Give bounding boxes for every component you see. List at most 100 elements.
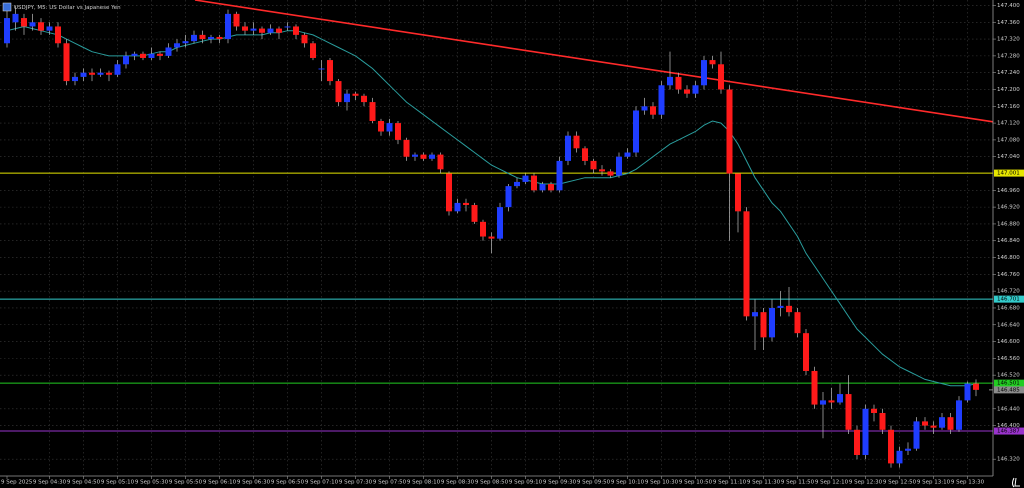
y-tick-label: 146.800 <box>997 255 1020 261</box>
y-tick-label: 147.280 <box>997 53 1020 59</box>
y-tick-label: 146.760 <box>997 272 1020 278</box>
x-tick-label: 9 Sep 12:10 <box>815 480 849 486</box>
candle-body <box>760 312 767 338</box>
candle-body <box>259 28 265 33</box>
candle-body <box>565 135 571 161</box>
y-tick-label: 147.200 <box>997 87 1020 93</box>
candle-body <box>590 160 597 170</box>
x-tick-label: 9 Sep 13:10 <box>917 480 951 486</box>
y-tick-label: 146.920 <box>997 205 1020 211</box>
candle-body <box>140 53 146 58</box>
candle-body <box>318 68 325 70</box>
candle-body <box>250 28 257 31</box>
candle-body <box>837 394 843 403</box>
candle-body <box>888 429 894 464</box>
y-tick-label: 147.320 <box>997 37 1020 43</box>
candle-body <box>684 89 690 94</box>
candle-body <box>879 412 886 430</box>
candle-body <box>939 417 945 428</box>
x-tick-label: 9 Sep 09:50 <box>577 480 611 486</box>
candle-body <box>641 106 648 111</box>
candle-body <box>233 13 240 27</box>
candle-body <box>63 43 70 82</box>
level-label-box <box>994 169 1024 177</box>
candle-body <box>973 383 979 390</box>
candle-body <box>191 34 197 42</box>
x-tick-label: 9 Sep 11:10 <box>713 480 747 486</box>
candle-body <box>845 394 852 430</box>
x-tick-label: 9 Sep 07:50 <box>373 480 407 486</box>
candle-body <box>369 102 376 121</box>
corner-icon <box>1012 477 1020 488</box>
candle-body <box>658 85 665 115</box>
x-tick-label: 9 Sep 12:50 <box>883 480 917 486</box>
candle-body <box>956 400 962 430</box>
candle-body <box>225 13 231 40</box>
candle-body <box>429 154 435 159</box>
candle-body <box>72 76 78 82</box>
x-tick-label: 9 Sep 08:10 <box>407 480 441 486</box>
x-tick-label: 9 Sep 11:50 <box>781 480 815 486</box>
candle-body <box>412 154 418 157</box>
x-tick-label: 9 Sep 05:10 <box>101 480 135 486</box>
candle-body <box>947 417 954 430</box>
y-tick-label: 146.320 <box>997 457 1020 463</box>
x-tick-label: 9 Sep 09:30 <box>543 480 577 486</box>
y-tick-label: 147.360 <box>997 20 1020 26</box>
candle-body <box>539 184 546 191</box>
candle-body <box>12 13 19 23</box>
candle-body <box>378 120 384 132</box>
level-label: 146.701 <box>997 297 1020 303</box>
x-tick-label: 9 Sep 10:30 <box>645 480 679 486</box>
y-tick-label: 146.960 <box>997 188 1020 194</box>
candle-body <box>352 93 359 96</box>
x-tick-label: 9 Sep 07:10 <box>305 480 339 486</box>
candle-body <box>922 421 928 426</box>
candle-body <box>692 85 699 94</box>
y-tick-label: 147.040 <box>997 154 1020 160</box>
x-tick-label: 9 Sep 10:10 <box>611 480 645 486</box>
candle-body <box>420 154 427 159</box>
candle-body <box>709 60 716 65</box>
candle-body <box>650 106 656 115</box>
x-tick-label: 9 Sep 08:30 <box>441 480 475 486</box>
x-tick-label: 9 Sep 04:50 <box>67 480 101 486</box>
candle-body <box>386 123 393 132</box>
candle-body <box>284 26 291 28</box>
candle-body <box>718 64 724 90</box>
y-tick-label: 146.880 <box>997 221 1020 227</box>
candle-body <box>216 36 223 40</box>
level-label-box <box>994 427 1024 435</box>
candle-body <box>395 123 401 140</box>
candle-body <box>667 76 673 86</box>
y-tick-label: 146.440 <box>997 406 1020 412</box>
y-tick-label: 146.520 <box>997 373 1020 379</box>
candle-body <box>301 34 308 44</box>
candle-body <box>735 173 741 212</box>
candle-body <box>514 181 520 187</box>
x-tick-label: 9 Sep 06:30 <box>237 480 271 486</box>
candle-body <box>522 175 529 182</box>
level-label: 147.001 <box>997 171 1020 177</box>
candle-body <box>633 110 639 153</box>
candle-body <box>80 72 87 77</box>
x-tick-label: 9 Sep 10:50 <box>679 480 713 486</box>
x-tick-label: 9 Sep 07:30 <box>339 480 373 486</box>
candle-body <box>701 60 707 86</box>
candle-body <box>769 307 775 338</box>
candle-body <box>165 47 172 56</box>
bid-label: 146.485 <box>997 387 1020 393</box>
candle-body <box>182 41 189 44</box>
candle-body <box>752 312 758 317</box>
x-tick-label: 9 Sep 2025 <box>1 480 33 486</box>
x-tick-label: 9 Sep 05:30 <box>135 480 169 486</box>
candle-body <box>828 400 835 403</box>
candle-body <box>854 429 860 455</box>
candle-body <box>123 55 129 65</box>
level-label-box <box>994 379 1024 387</box>
candle-body <box>208 36 214 40</box>
y-tick-label: 146.600 <box>997 339 1020 345</box>
